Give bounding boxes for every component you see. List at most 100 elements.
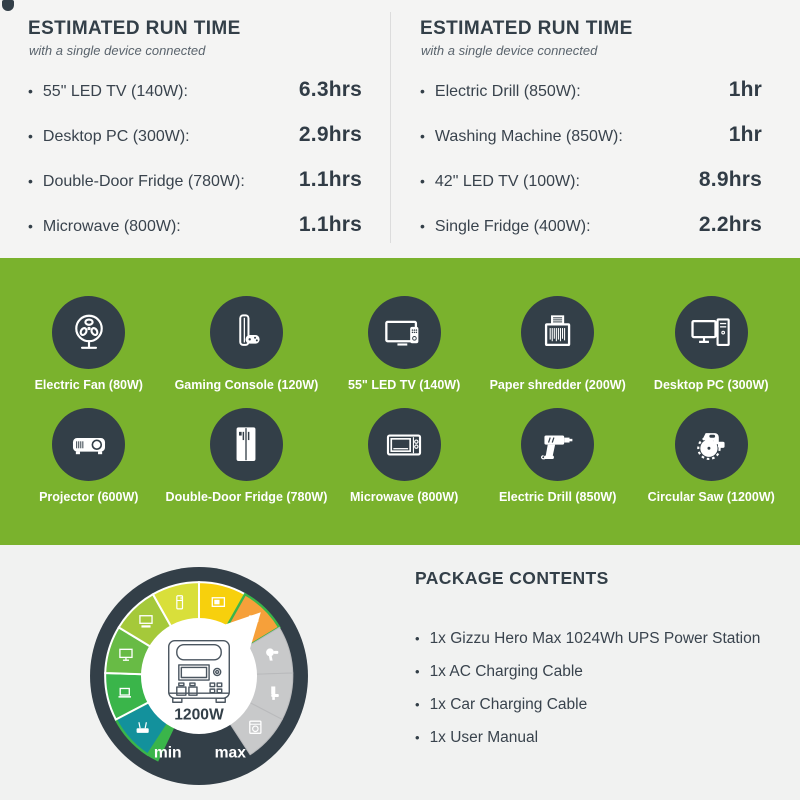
run-time-value: 1hr <box>728 123 762 146</box>
run-time-item: • 55" LED TV (140W): 6.3hrs <box>28 79 362 102</box>
microwave-icon <box>367 408 441 481</box>
hair-dryer-icon <box>266 648 279 661</box>
device-card: Electric Drill (850W) <box>481 408 635 504</box>
device-card: Electric Fan (80W) <box>12 296 166 392</box>
device-label: Gaming Console (120W) <box>174 378 319 392</box>
device-card: 55" LED TV (140W) <box>327 296 481 392</box>
package-item-label: 1x AC Charging Cable <box>429 663 583 680</box>
panel-title: ESTIMATED RUN TIME <box>28 18 241 39</box>
package-contents-panel: PACKAGE CONTENTS • 1x Gizzu Hero Max 1024… <box>310 545 760 800</box>
run-time-label: Desktop PC (300W): <box>42 128 190 145</box>
run-time-label: Microwave (800W): <box>42 218 181 235</box>
gauge-max-label: max <box>215 745 247 762</box>
run-time-value: 2.9hrs <box>298 123 362 146</box>
panel-subtitle: with a single device connected <box>29 43 206 58</box>
device-card: Projector (600W) <box>12 408 166 504</box>
bullet-icon: • <box>28 128 33 144</box>
gauge-svg: 1200W min max <box>90 567 308 785</box>
device-label: Projector (600W) <box>39 490 139 504</box>
run-time-label: Washing Machine (850W): <box>434 128 623 145</box>
device-card: Desktop PC (300W) <box>634 296 788 392</box>
run-time-value: 1hr <box>728 78 762 101</box>
run-time-panel-right: ESTIMATED RUN TIME with a single device … <box>390 0 800 258</box>
electric-fan-icon <box>52 296 126 369</box>
run-time-list: • 55" LED TV (140W): 6.3hrs • Desktop PC (30… <box>28 79 362 237</box>
bullet-icon: • <box>420 218 425 234</box>
run-time-label: Double-Door Fridge (780W): <box>42 173 245 190</box>
package-item-label: 1x Gizzu Hero Max 1024Wh UPS Power Stati… <box>429 630 761 647</box>
tv-icon <box>211 597 226 607</box>
run-time-item: • Single Fridge (400W): 2.2hrs <box>420 214 762 237</box>
run-time-item: • Electric Drill (850W): 1hr <box>420 79 762 102</box>
package-item: • 1x User Manual <box>415 728 760 747</box>
gauge-min-label: min <box>154 745 182 762</box>
circular-saw-icon <box>674 408 748 481</box>
device-card: Circular Saw (1200W) <box>634 408 788 504</box>
device-card: Gaming Console (120W) <box>166 296 328 392</box>
device-label: Circular Saw (1200W) <box>647 490 775 504</box>
run-time-value: 8.9hrs <box>698 168 762 191</box>
power-station-icon <box>168 639 230 703</box>
bullet-icon: • <box>28 83 33 99</box>
bullet-icon: • <box>415 697 420 712</box>
package-item: • 1x AC Charging Cable <box>415 662 760 681</box>
run-time-section: ESTIMATED RUN TIME with a single device … <box>0 0 800 258</box>
wifi-router-icon <box>136 722 149 733</box>
device-label: Desktop PC (300W) <box>653 378 769 392</box>
bottom-section: 1200W min max PACKAGE CONTENTS • 1x Gizzu H… <box>0 545 800 800</box>
gauge-center-label: 1200W <box>174 706 224 723</box>
device-grid-section: Electric Fan (80W) Gaming Console (120W)… <box>0 258 800 545</box>
bullet-icon: • <box>420 83 425 99</box>
device-label: Paper shredder (200W) <box>489 378 626 392</box>
device-label: Electric Drill (850W) <box>498 490 617 504</box>
run-time-item: • Washing Machine (850W): 1hr <box>420 124 762 147</box>
panel-subtitle: with a single device connected <box>421 43 598 58</box>
electric-drill-icon <box>521 408 595 481</box>
run-time-item: • 42" LED TV (100W): 8.9hrs <box>420 169 762 192</box>
run-time-list: • Electric Drill (850W): 1hr • Washing Machi… <box>420 79 762 237</box>
fridge-icon <box>176 595 184 610</box>
device-card: Microwave (800W) <box>327 408 481 504</box>
device-label: Electric Fan (80W) <box>34 378 143 392</box>
bullet-icon: • <box>415 730 420 745</box>
run-time-value: 1.1hrs <box>298 168 362 191</box>
package-item-label: 1x Car Charging Cable <box>429 696 588 713</box>
device-card: Paper shredder (200W) <box>481 296 635 392</box>
run-time-value: 2.2hrs <box>698 213 762 236</box>
bullet-icon: • <box>28 218 33 234</box>
run-time-panel-left: ESTIMATED RUN TIME with a single device … <box>0 0 390 258</box>
column-divider <box>390 12 391 243</box>
run-time-label: 42" LED TV (100W): <box>434 173 580 190</box>
tv-soundbar-icon <box>139 615 153 628</box>
corner-artifact <box>2 0 14 11</box>
run-time-value: 6.3hrs <box>298 78 362 101</box>
package-list: • 1x Gizzu Hero Max 1024Wh UPS Power Stat… <box>415 629 760 747</box>
monitor-icon <box>119 648 133 661</box>
package-item: • 1x Car Charging Cable <box>415 695 760 714</box>
bullet-icon: • <box>415 631 420 646</box>
led-tv-icon <box>367 296 441 369</box>
laptop-icon <box>118 687 131 698</box>
run-time-label: Electric Drill (850W): <box>434 83 581 100</box>
drill-icon <box>271 686 279 700</box>
bullet-icon: • <box>28 173 33 189</box>
device-label: Microwave (800W) <box>349 490 459 504</box>
device-card: Double-Door Fridge (780W) <box>165 408 328 504</box>
bullet-icon: • <box>420 128 425 144</box>
washing-machine-icon <box>249 720 262 734</box>
bullet-icon: • <box>420 173 425 189</box>
package-item-label: 1x User Manual <box>429 729 539 746</box>
desktop-pc-icon <box>674 296 748 369</box>
panel-title: ESTIMATED RUN TIME <box>420 18 633 39</box>
device-label: Double-Door Fridge (780W) <box>165 490 328 504</box>
run-time-label: Single Fridge (400W): <box>434 218 591 235</box>
gaming-console-icon <box>209 296 283 369</box>
device-grid: Electric Fan (80W) Gaming Console (120W)… <box>12 296 788 504</box>
package-item: • 1x Gizzu Hero Max 1024Wh UPS Power Stat… <box>415 629 760 648</box>
device-label: 55" LED TV (140W) <box>348 378 461 392</box>
power-capacity-gauge: 1200W min max <box>88 565 310 787</box>
package-title: PACKAGE CONTENTS <box>415 568 609 588</box>
paper-shredder-icon <box>521 296 595 369</box>
run-time-value: 1.1hrs <box>298 213 362 236</box>
